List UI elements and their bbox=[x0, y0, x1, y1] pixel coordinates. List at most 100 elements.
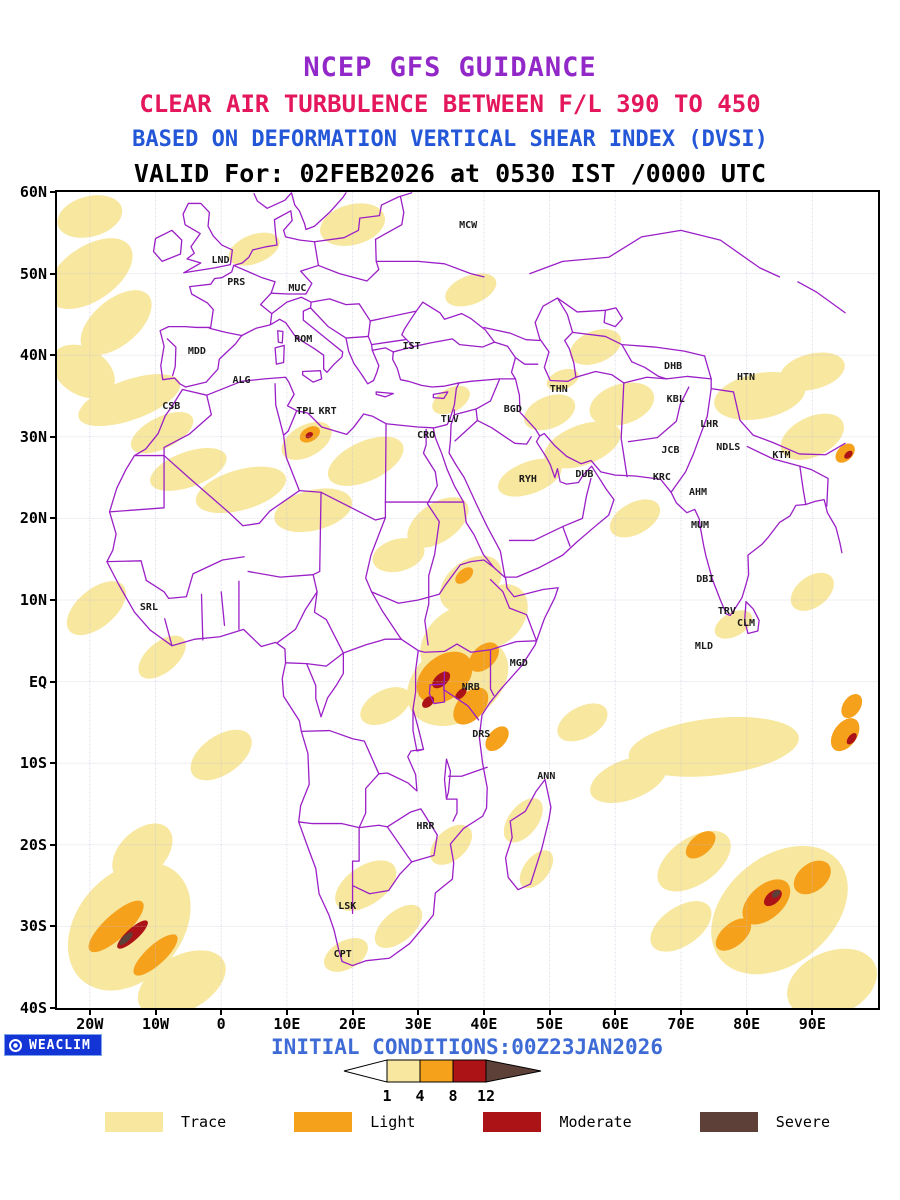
border-line bbox=[401, 639, 457, 652]
city-label-mgd: MGD bbox=[509, 658, 528, 670]
border-line bbox=[372, 565, 461, 603]
turbulence-scale-bar: 1 4 8 12 bbox=[343, 1059, 542, 1105]
y-axis-label-20n: 20N bbox=[19, 509, 47, 528]
turbulence-blob-trace bbox=[546, 368, 579, 391]
x-axis-label-20w: 20W bbox=[76, 1015, 104, 1033]
turbulence-blob-severe bbox=[119, 932, 133, 946]
city-label-nrb: NRB bbox=[461, 682, 480, 694]
city-label-lhr: LHR bbox=[700, 418, 719, 430]
border-line bbox=[711, 389, 845, 455]
title-method: BASED ON DEFORMATION VERTICAL SHEAR INDE… bbox=[132, 127, 768, 152]
border-line bbox=[330, 299, 417, 321]
border-line bbox=[376, 197, 404, 239]
scale-tail-arrow bbox=[343, 1059, 388, 1083]
border-line bbox=[167, 339, 176, 376]
border-line bbox=[169, 557, 245, 599]
turbulence-blob-trace bbox=[790, 572, 834, 611]
coastlines-and-borders bbox=[107, 193, 845, 966]
initial-conditions-text: INITIAL CONDITIONS:00Z23JAN2026 bbox=[271, 1035, 663, 1059]
x-axis-label-40e: 40E bbox=[470, 1015, 498, 1033]
city-label-alg: ALG bbox=[232, 375, 251, 387]
border-line bbox=[346, 336, 368, 338]
x-axis-label-20e: 20E bbox=[339, 1015, 367, 1033]
city-label-muc: MUC bbox=[288, 283, 307, 295]
city-label-mum: MUM bbox=[690, 519, 710, 531]
city-label-ndls: NDLS bbox=[716, 442, 741, 454]
scale-segment-moderate bbox=[452, 1059, 487, 1083]
city-label-trv: TRV bbox=[717, 606, 736, 618]
turbulence-blob-light bbox=[455, 567, 474, 584]
border-line bbox=[321, 653, 343, 717]
coastline bbox=[429, 684, 444, 704]
turbulence-blob-trace bbox=[589, 382, 655, 426]
border-line bbox=[800, 466, 806, 504]
legend-swatch-light bbox=[294, 1112, 353, 1132]
legend-item-light: Light bbox=[294, 1112, 415, 1132]
x-axis-label-0: 0 bbox=[216, 1015, 226, 1033]
border-line bbox=[186, 308, 394, 387]
border-line bbox=[248, 571, 313, 577]
turbulence-blob-trace bbox=[274, 488, 353, 533]
turbulence-blob-trace bbox=[130, 411, 194, 454]
coastline bbox=[278, 331, 283, 343]
y-axis-tick bbox=[50, 517, 57, 520]
x-axis-tick bbox=[220, 1008, 223, 1015]
border-line bbox=[359, 774, 379, 828]
border-line bbox=[622, 345, 667, 379]
turbulence-blob-trace bbox=[544, 421, 621, 469]
border-line bbox=[272, 297, 311, 313]
title-product: CLEAR AIR TURBULENCE BETWEEN F/L 390 TO … bbox=[139, 90, 761, 118]
border-line bbox=[490, 580, 536, 650]
border-line bbox=[444, 690, 479, 720]
coastline bbox=[303, 371, 322, 382]
turbulence-blob-light bbox=[685, 831, 716, 859]
border-line bbox=[446, 799, 457, 821]
y-axis-label-40n: 40N bbox=[19, 346, 47, 365]
scale-segment-light bbox=[419, 1059, 454, 1083]
y-axis-tick bbox=[50, 925, 57, 928]
city-label-prs: PRS bbox=[227, 276, 246, 288]
turbulence-blob-moderate bbox=[422, 696, 435, 708]
turbulence-blob-trace bbox=[66, 581, 127, 636]
y-axis-tick bbox=[50, 599, 57, 601]
city-label-csb: CSB bbox=[162, 401, 181, 413]
border-line bbox=[460, 560, 493, 567]
coastline bbox=[604, 308, 622, 327]
x-axis-label-30e: 30E bbox=[404, 1015, 432, 1033]
turbulence-blob-trace bbox=[112, 823, 173, 883]
border-line bbox=[376, 261, 484, 277]
border-line bbox=[448, 767, 487, 776]
turbulence-blob-trace bbox=[523, 394, 576, 431]
border-line bbox=[254, 193, 346, 230]
y-axis-label-10s: 10S bbox=[19, 754, 47, 773]
city-label-dub: DUB bbox=[575, 469, 594, 481]
y-axis-label-10n: 10N bbox=[19, 591, 47, 609]
border-line bbox=[393, 302, 494, 352]
border-line bbox=[457, 644, 490, 652]
city-label-krt: KRT bbox=[318, 405, 337, 417]
border-line bbox=[301, 242, 319, 294]
border-line bbox=[301, 731, 379, 774]
city-label-bgd: BGD bbox=[503, 403, 522, 415]
city-label-tlv: TLV bbox=[440, 413, 459, 425]
turbulence-blob-trace bbox=[57, 344, 115, 399]
weaclim-globe-icon bbox=[9, 1039, 22, 1052]
x-axis-tick bbox=[88, 1008, 91, 1015]
border-line bbox=[372, 345, 373, 351]
coastline bbox=[506, 780, 551, 890]
turbulence-blob-trace bbox=[779, 352, 845, 391]
legend-swatch-severe bbox=[699, 1112, 758, 1132]
border-line bbox=[165, 619, 172, 646]
border-line bbox=[271, 293, 306, 294]
city-label-srl: SRL bbox=[139, 602, 158, 614]
turbulence-blob-severe bbox=[772, 889, 781, 898]
legend-swatch-trace bbox=[105, 1112, 163, 1132]
coastline bbox=[183, 203, 232, 272]
scale-value-1: 1 bbox=[382, 1087, 391, 1105]
y-axis-label-eq: EQ bbox=[28, 672, 47, 691]
turbulence-blob-trace bbox=[195, 466, 287, 514]
turbulence-blob-trace bbox=[609, 499, 661, 538]
city-label-lnd: LND bbox=[211, 255, 230, 267]
border-line bbox=[385, 424, 386, 502]
